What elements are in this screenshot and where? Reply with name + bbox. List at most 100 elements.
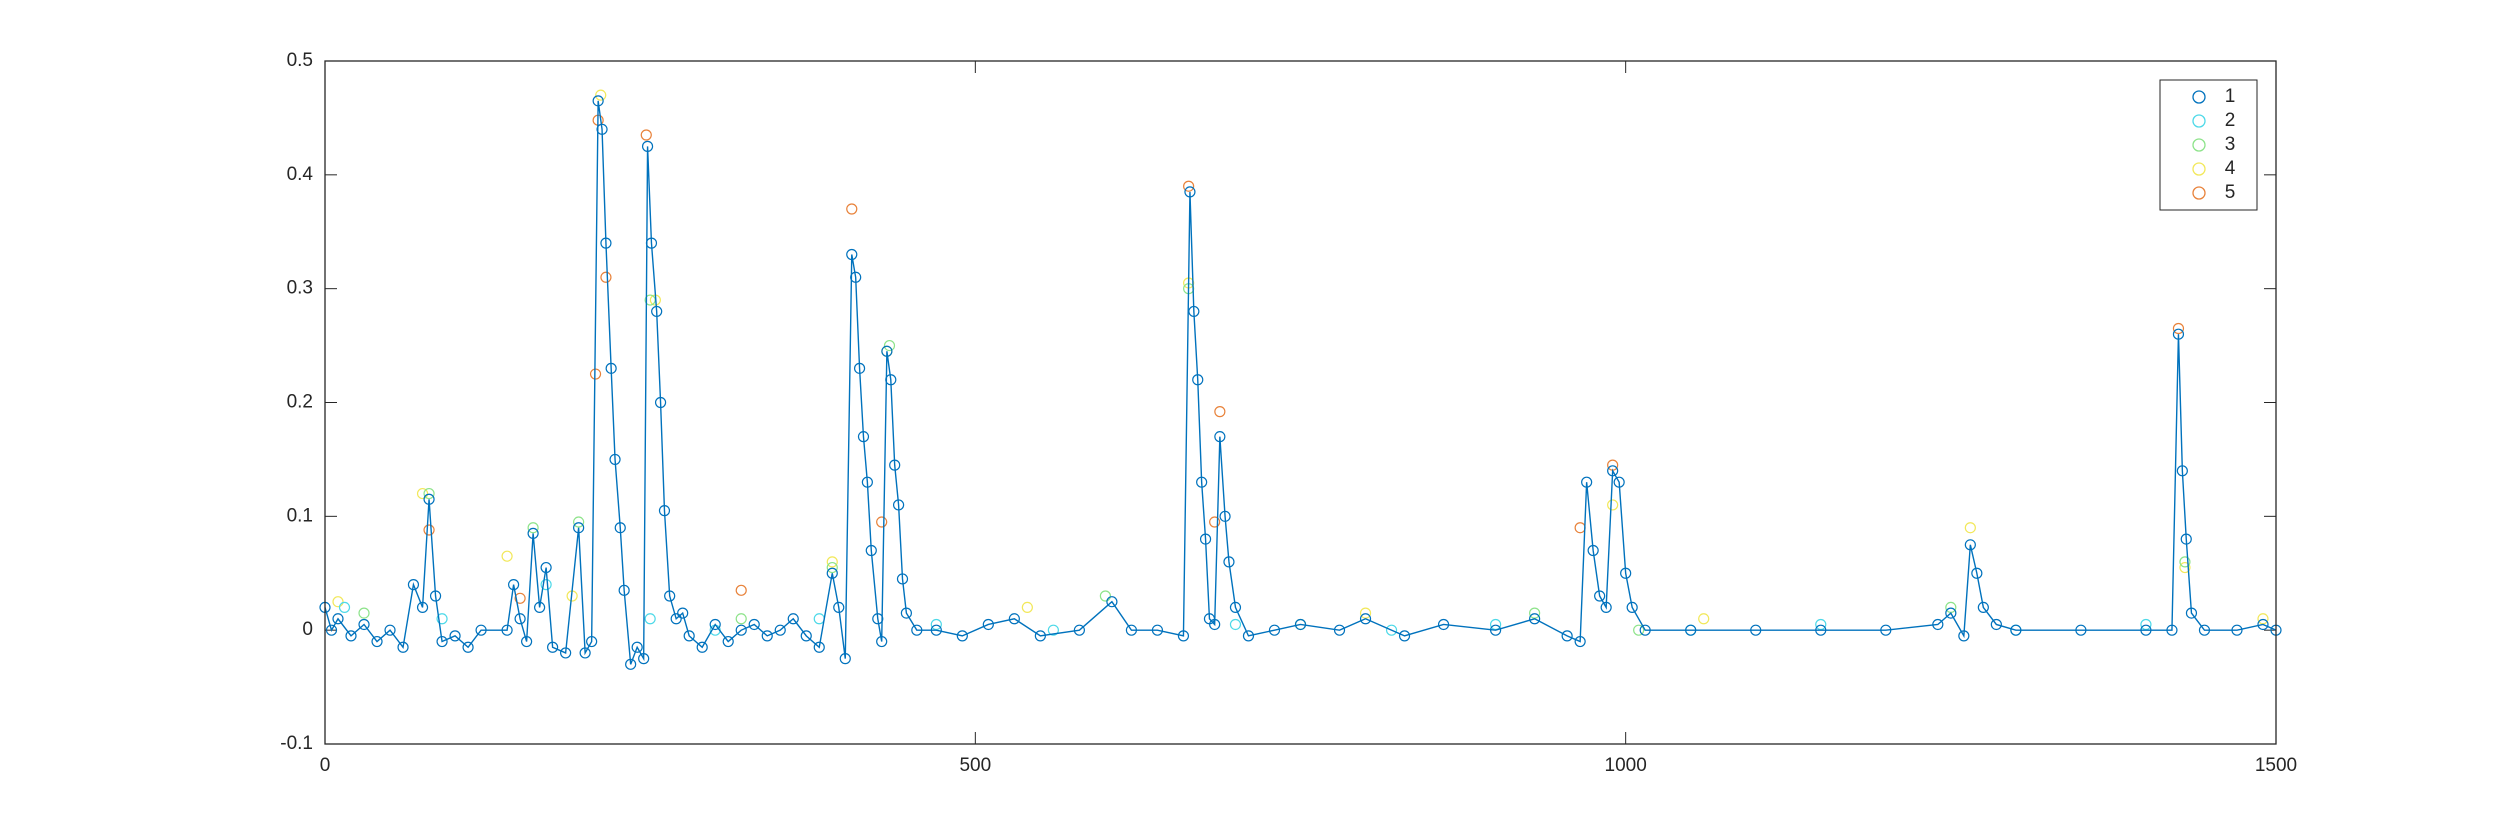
marker [722,635,734,648]
marker [735,584,747,596]
marker [885,374,897,386]
legend-label: 4 [2225,158,2236,179]
marker [358,618,370,631]
marker [1106,596,1118,608]
marker [436,613,448,625]
marker [1398,630,1411,642]
marker [462,641,474,653]
marker [640,129,652,141]
marker [2140,624,2152,636]
marker [449,630,461,642]
marker [1639,624,1651,636]
marker [338,601,351,614]
marker [423,487,435,500]
marker [2179,561,2191,574]
marker [1268,624,1281,636]
marker [1219,510,1231,522]
legend-marker [2192,162,2206,176]
marker [1385,624,1398,636]
marker [641,140,654,152]
marker [1489,624,1502,636]
marker [2185,607,2198,619]
marker [2010,624,2022,636]
x-tick-label: 500 [959,755,991,776]
marker [2172,322,2185,335]
marker [2176,465,2188,477]
marker [1183,180,1195,192]
marker [1294,618,1307,631]
legend-marker [2192,138,2206,152]
marker [384,624,396,636]
marker [423,493,435,505]
x-tick-label: 1500 [2255,755,2297,776]
marker [1971,567,1983,579]
marker [501,550,513,562]
marker [800,630,812,642]
marker [876,516,888,528]
marker [1214,431,1226,443]
marker [1229,618,1242,631]
marker [638,653,650,665]
marker [501,624,513,636]
marker [850,271,862,283]
marker [644,613,656,625]
marker [1561,630,1573,642]
marker [416,487,429,500]
marker [1209,516,1221,528]
marker [1242,630,1255,642]
marker [664,590,676,602]
marker [332,613,344,625]
marker [865,544,877,557]
marker [1529,613,1541,625]
marker [586,635,598,648]
marker [748,618,760,631]
marker [881,345,893,357]
legend-label: 1 [2225,86,2236,107]
marker [683,630,695,642]
marker [1964,539,1976,551]
marker [1932,618,1944,631]
marker [1359,613,1372,625]
y-tick-label: 0.5 [287,50,313,71]
marker [861,476,873,488]
marker [787,613,799,625]
marker [1333,624,1346,636]
marker [1958,630,1970,642]
marker [735,624,747,636]
marker [2257,618,2269,631]
marker [709,618,721,631]
marker [397,641,409,653]
marker [1125,624,1138,636]
plot-area [325,61,2276,744]
marker [514,613,526,625]
marker [670,613,682,625]
marker [982,618,994,631]
marker [911,624,923,636]
marker [1581,476,1593,488]
marker [631,641,643,653]
marker [507,579,520,591]
marker [1880,624,1892,636]
marker [540,579,552,591]
marker [696,641,708,653]
data-layer [319,89,2282,670]
marker [826,567,838,579]
y-tick-label: 0.1 [287,505,313,526]
marker [900,607,912,619]
marker [1223,556,1235,568]
marker [872,613,884,625]
marker [2172,328,2185,340]
marker [1600,601,1612,614]
marker [618,584,630,596]
legend-marker [2192,186,2206,200]
marker [1437,618,1450,631]
marker [527,527,539,540]
marker [1607,499,1619,511]
marker [1073,624,1085,636]
y-tick-label: 0.3 [287,278,313,299]
marker [609,453,621,466]
marker [1209,618,1221,631]
marker [436,635,448,648]
marker [774,624,786,636]
